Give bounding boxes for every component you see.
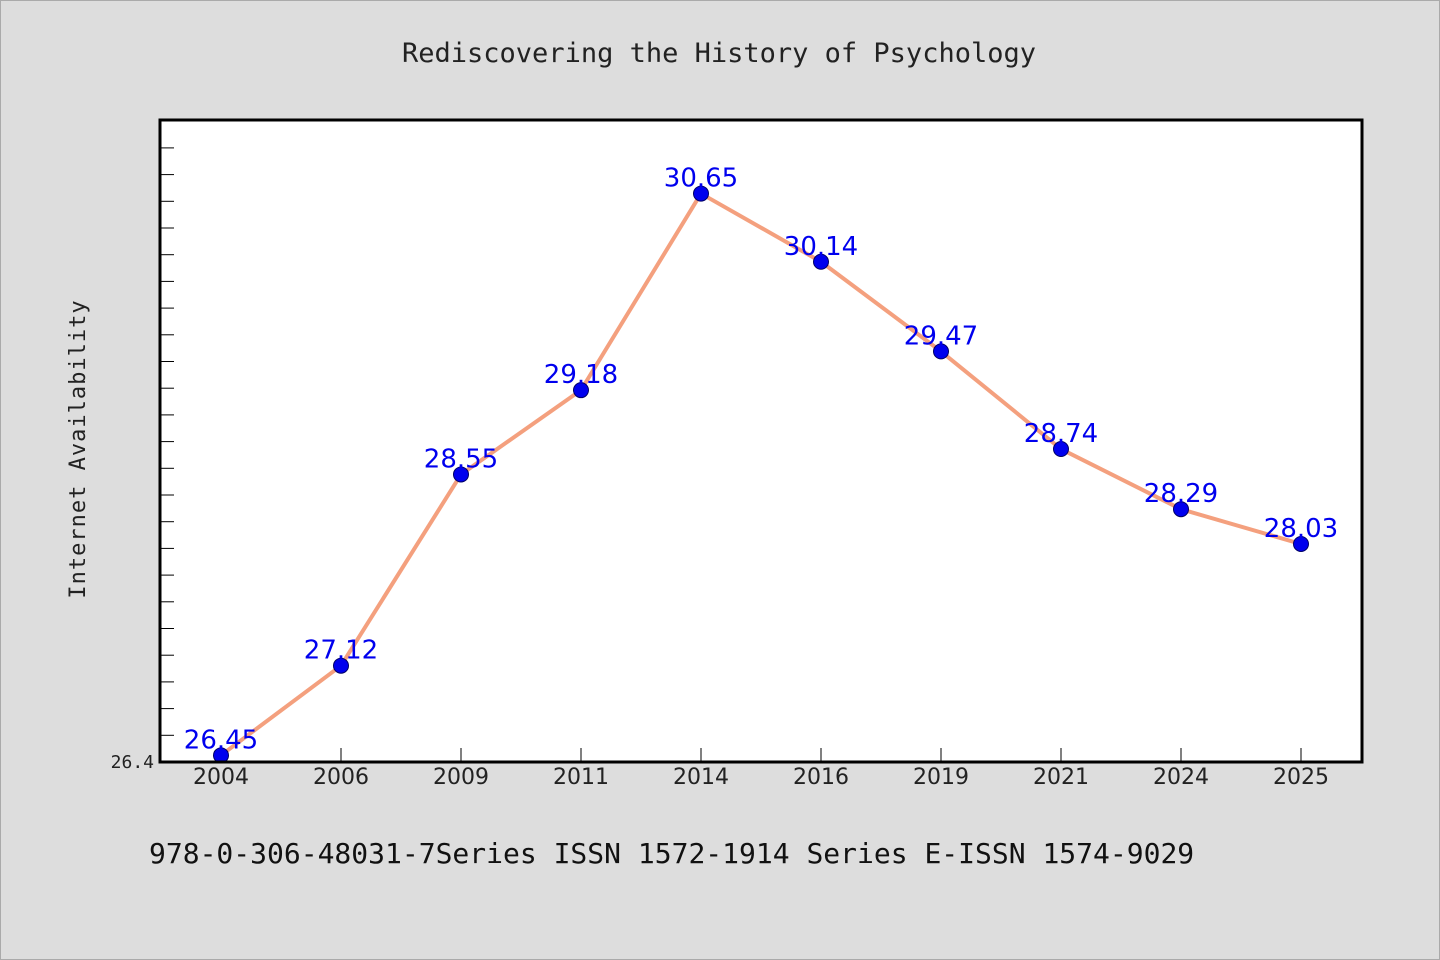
data-label: 30.14: [784, 232, 858, 262]
x-tick-label: 2019: [913, 765, 969, 790]
y-axis-label: Internet Availability: [66, 299, 91, 598]
data-point: [813, 253, 829, 270]
data-point: [1053, 441, 1069, 458]
data-point: [573, 382, 589, 399]
x-tick-label: 2011: [553, 765, 609, 790]
x-axis-tick-labels: 2004 2006 2009 2011 2014 2016 2019 2021 2024 2025: [193, 765, 1329, 790]
data-label: 28.74: [1024, 419, 1098, 449]
data-point: [693, 185, 709, 202]
plot-frame: [158, 118, 1364, 764]
data-point: [333, 657, 349, 674]
data-label: 28.55: [424, 444, 498, 474]
data-label: 29.47: [904, 321, 978, 351]
x-tick-label: 2021: [1033, 765, 1089, 790]
x-axis-ticks: [220, 748, 1302, 762]
x-tick-label: 2016: [793, 765, 849, 790]
data-label: 27.12: [304, 636, 378, 666]
x-tick-label: 2004: [193, 765, 249, 790]
data-label: 30.65: [664, 164, 738, 194]
x-tick-label: 2006: [313, 765, 369, 790]
data-labels: 26.45 27.12 28.55 29.18 30.65 30.14 29.47 28.74…: [184, 164, 1338, 756]
series-line: [219, 191, 1303, 758]
data-point: [453, 466, 469, 483]
data-label: 28.29: [1144, 479, 1218, 509]
data-label: 29.18: [544, 360, 618, 390]
x-tick-label: 2025: [1273, 765, 1329, 790]
data-point: [1293, 535, 1309, 552]
x-tick-label: 2024: [1153, 765, 1209, 790]
data-label: 26.45: [184, 725, 258, 755]
data-point: [1173, 501, 1189, 518]
footer-note: 978-0-306-48031-7Series ISSN 1572-1914 S…: [149, 837, 1194, 870]
y-axis-ticks: [160, 147, 174, 763]
data-label: 28.03: [1264, 514, 1338, 544]
x-tick-label: 2009: [433, 765, 489, 790]
series-markers: [213, 185, 1309, 764]
data-point: [933, 343, 949, 360]
chart-title: Rediscovering the History of Psychology: [402, 38, 1036, 69]
x-tick-label: 2014: [673, 765, 729, 790]
y-tick-label: 26.4: [111, 752, 154, 773]
